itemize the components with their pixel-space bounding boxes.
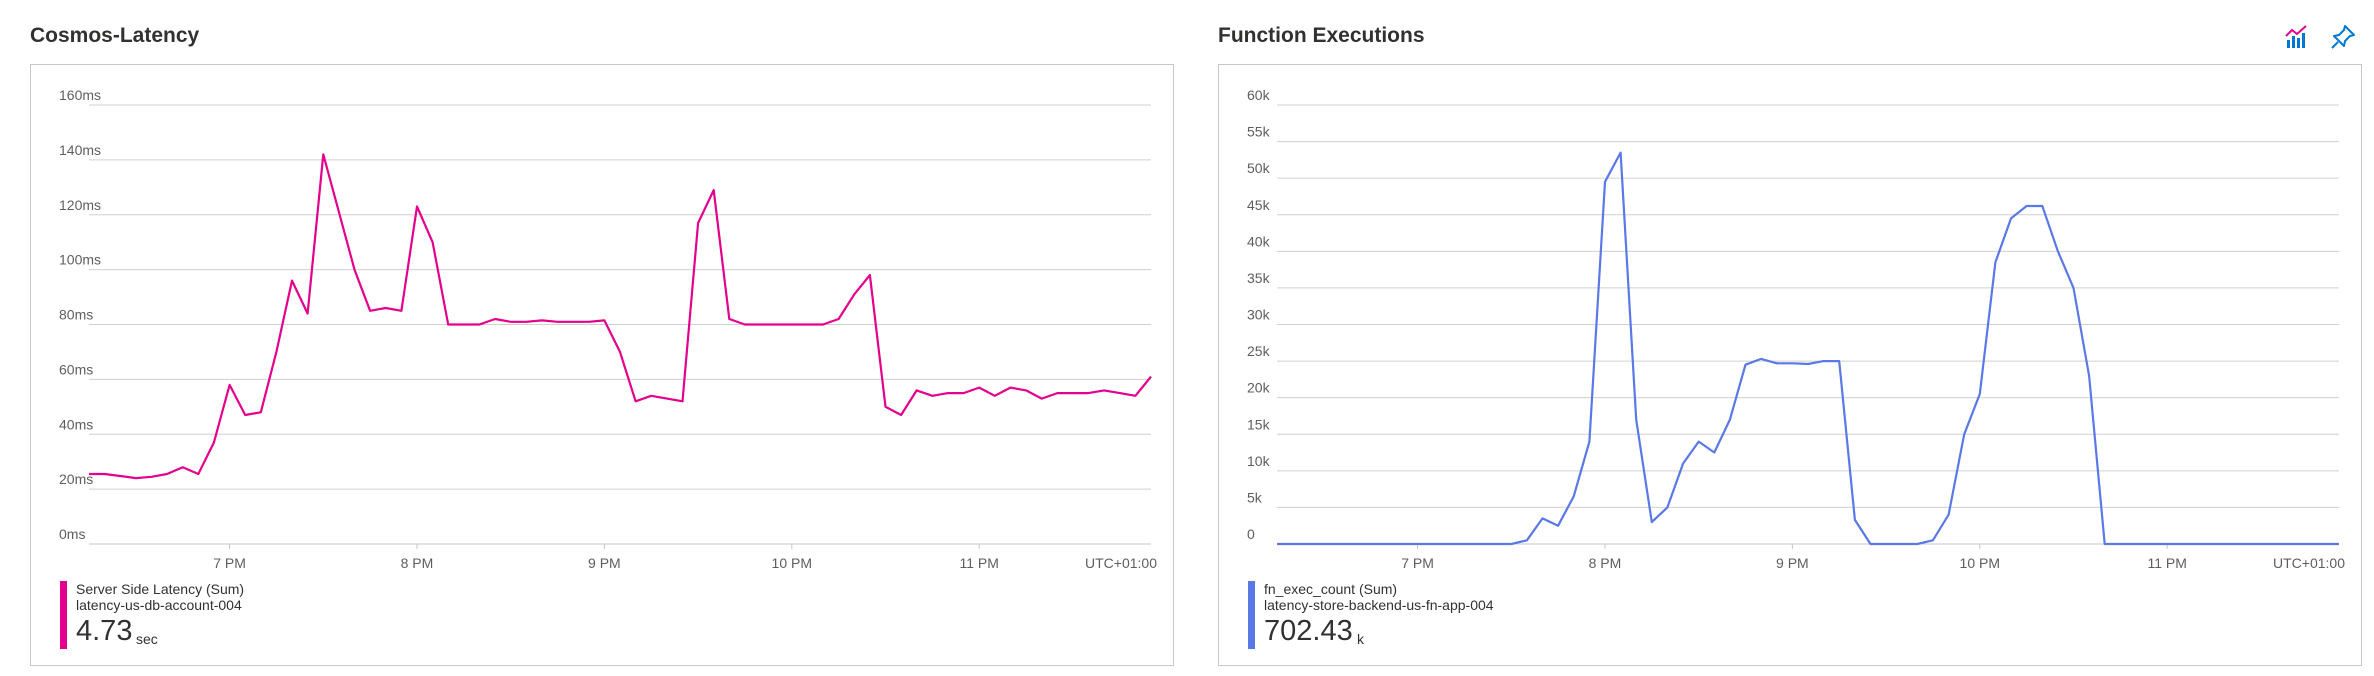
y-tick-label: 100ms — [59, 252, 101, 268]
legend-resource-name: latency-us-db-account-004 — [76, 597, 242, 613]
x-tick-label: 11 PM — [2147, 555, 2186, 571]
x-tick-label: 7 PM — [1401, 555, 1434, 571]
y-tick-label: 40ms — [59, 416, 93, 432]
y-tick-label: 80ms — [59, 307, 93, 323]
x-tick-label: 8 PM — [1589, 555, 1622, 571]
legend-resource-name: latency-store-backend-us-fn-app-004 — [1264, 597, 1494, 613]
x-tick-label: 10 PM — [772, 555, 812, 571]
y-tick-label: 25k — [1247, 343, 1271, 359]
timezone-label: UTC+01:00 — [1085, 555, 1157, 571]
y-tick-label: 0 — [1247, 526, 1255, 542]
y-tick-label: 120ms — [59, 197, 101, 213]
y-tick-label: 30k — [1247, 307, 1271, 323]
executions-chart: 0 5k 10k 15k 20k 25k 30k 35k 40k 45k 50k 55k 60k 7 PM… — [1247, 87, 2345, 571]
chart-icon[interactable] — [2282, 22, 2312, 52]
x-tick-label: 11 PM — [959, 555, 998, 571]
panel-title: Function Executions — [1218, 24, 1425, 47]
y-tick-label: 140ms — [59, 142, 101, 158]
series-line[interactable] — [1277, 151, 2339, 546]
legend-unit: k — [1357, 631, 1364, 647]
chart-area[interactable]: 0 5k 10k 15k 20k 25k 30k 35k 40k 45k 50k 55k 60k 7 PM… — [1218, 64, 2362, 666]
y-tick-label: 10k — [1247, 453, 1271, 469]
y-tick-label: 40k — [1247, 233, 1271, 249]
x-tick-label: 9 PM — [1776, 555, 1809, 571]
chart-area[interactable]: 0ms 20ms 40ms 60ms 80ms 100ms 120ms 140ms 160ms 7… — [30, 64, 1174, 666]
y-tick-label: 20k — [1247, 380, 1271, 396]
y-tick-label: 15k — [1247, 416, 1271, 432]
y-tick-label: 60ms — [59, 361, 93, 377]
x-tick-label: 10 PM — [1960, 555, 2000, 571]
timezone-label: UTC+01:00 — [2273, 555, 2345, 571]
legend-metric-name: Server Side Latency (Sum) — [76, 581, 245, 597]
legend-unit: sec — [136, 631, 158, 647]
panel-title: Cosmos-Latency — [30, 24, 200, 47]
y-tick-label: 60k — [1247, 87, 1271, 103]
x-tick-label: 9 PM — [588, 555, 621, 571]
pin-icon[interactable] — [2328, 22, 2358, 52]
y-tick-label: 35k — [1247, 270, 1271, 286]
y-tick-label: 160ms — [59, 87, 101, 103]
y-tick-label: 5k — [1247, 489, 1263, 505]
y-tick-label: 50k — [1247, 160, 1271, 176]
legend-color-bar — [1248, 581, 1255, 649]
series-line[interactable] — [89, 153, 1152, 480]
legend-metric-name: fn_exec_count (Sum) — [1264, 581, 1398, 597]
legend-color-bar — [60, 581, 67, 649]
y-tick-label: 20ms — [59, 471, 93, 487]
latency-chart: 0ms 20ms 40ms 60ms 80ms 100ms 120ms 140ms 160ms 7… — [59, 87, 1157, 571]
legend-value: 4.73 — [76, 615, 133, 647]
y-tick-label: 55k — [1247, 124, 1271, 140]
x-tick-label: 7 PM — [213, 555, 246, 571]
x-tick-label: 8 PM — [401, 555, 434, 571]
y-tick-label: 0ms — [59, 526, 85, 542]
legend-value: 702.43 — [1264, 615, 1353, 647]
y-tick-label: 45k — [1247, 197, 1271, 213]
